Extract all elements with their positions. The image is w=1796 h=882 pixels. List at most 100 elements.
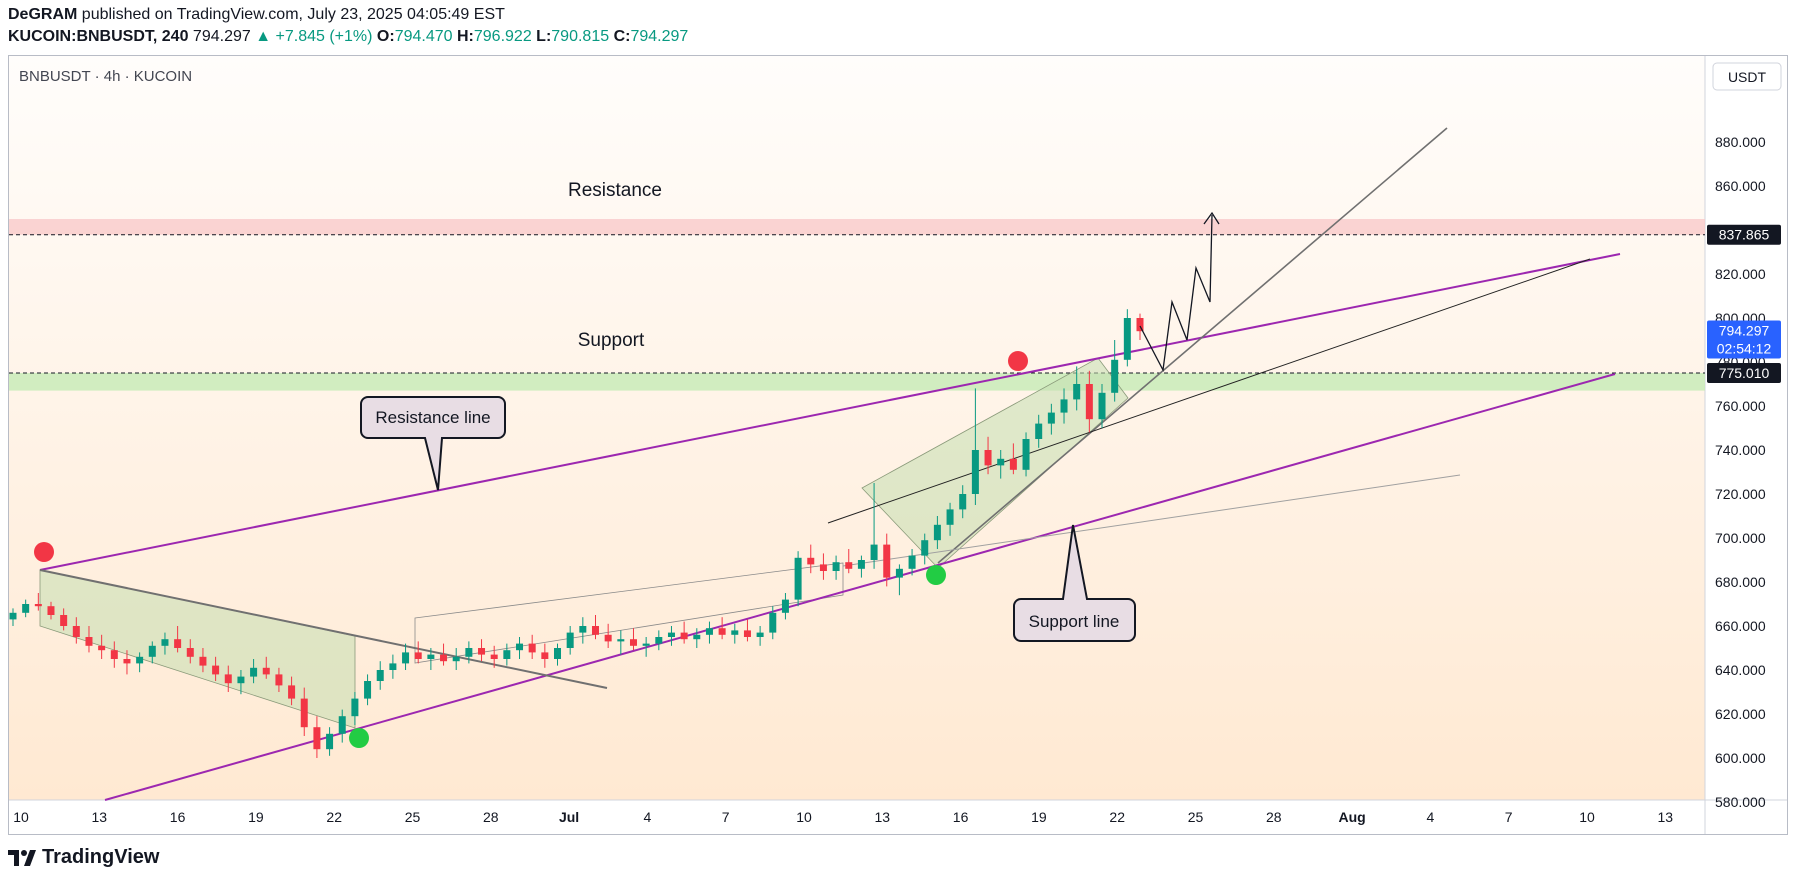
candle xyxy=(629,628,637,651)
candle-body xyxy=(351,698,359,717)
candle-body xyxy=(629,639,637,646)
candle-body xyxy=(781,599,789,613)
candle-body xyxy=(959,494,967,510)
time-tick: 28 xyxy=(1266,809,1282,825)
candle-body xyxy=(174,639,182,648)
time-tick: 13 xyxy=(92,809,108,825)
candle-body xyxy=(262,667,270,675)
candle-body xyxy=(895,568,903,578)
time-tick: 4 xyxy=(644,809,652,825)
candle xyxy=(743,619,751,642)
candle-body xyxy=(275,674,283,686)
candle-body xyxy=(364,681,372,699)
candle xyxy=(857,555,865,578)
candle xyxy=(326,727,334,756)
candle-body xyxy=(680,632,688,640)
candle-body xyxy=(1060,399,1068,413)
price-tick: 760.000 xyxy=(1715,398,1766,414)
support-line-label: Support line xyxy=(1029,612,1120,631)
candle-body xyxy=(34,604,42,607)
candle-body xyxy=(376,670,384,681)
time-tick: 25 xyxy=(1188,809,1204,825)
candle-countdown: 02:54:12 xyxy=(1717,341,1772,357)
candle xyxy=(718,617,726,640)
candle-body xyxy=(212,665,220,675)
candle-body xyxy=(1035,423,1043,439)
candle-body xyxy=(655,637,663,644)
last-price: 794.297 xyxy=(192,28,251,45)
time-tick: 16 xyxy=(953,809,969,825)
candle-body xyxy=(566,632,574,648)
time-tick: 13 xyxy=(875,809,891,825)
candle xyxy=(389,654,397,679)
candle-body xyxy=(794,557,802,600)
time-tick: 25 xyxy=(405,809,421,825)
candle-body xyxy=(300,698,308,728)
candle xyxy=(769,606,777,640)
candle-body xyxy=(604,634,612,642)
candle-body xyxy=(921,540,929,556)
candle-body xyxy=(1111,359,1119,393)
price-tick: 600.000 xyxy=(1715,750,1766,766)
time-tick: 10 xyxy=(1579,809,1595,825)
candle xyxy=(642,637,650,657)
candle xyxy=(174,626,182,653)
candle xyxy=(997,450,1005,479)
candle-body xyxy=(427,654,435,659)
candle-body xyxy=(1123,318,1131,360)
candle xyxy=(9,608,17,626)
candle xyxy=(186,639,194,664)
candle-body xyxy=(186,648,194,657)
candle xyxy=(414,641,422,664)
candle xyxy=(946,502,954,536)
candle-body xyxy=(946,509,954,525)
candle-body xyxy=(224,674,232,684)
candle xyxy=(1111,340,1119,402)
candle xyxy=(313,716,321,758)
candle-body xyxy=(288,685,296,699)
candle-body xyxy=(731,630,739,635)
candle-body xyxy=(743,630,751,637)
candle-body xyxy=(832,562,840,571)
level-price-value: 775.010 xyxy=(1719,365,1770,381)
candle xyxy=(148,641,156,664)
candle xyxy=(832,555,840,580)
candle-body xyxy=(870,544,878,560)
candle xyxy=(1123,309,1131,367)
currency-button[interactable] xyxy=(1712,62,1782,91)
candle xyxy=(110,641,118,668)
candle-body xyxy=(98,645,106,651)
candle xyxy=(275,667,283,692)
candle xyxy=(959,485,967,519)
pivot-high-marker xyxy=(1008,351,1028,371)
candle-body xyxy=(148,645,156,657)
candle-body xyxy=(1009,458,1017,470)
candle xyxy=(756,626,764,646)
price-tick: 580.000 xyxy=(1715,794,1766,810)
candle xyxy=(807,544,815,574)
candle xyxy=(604,623,612,648)
candle xyxy=(921,533,929,565)
time-tick: 22 xyxy=(1109,809,1125,825)
candle xyxy=(237,670,245,695)
resistance-zone xyxy=(9,219,1705,235)
candle xyxy=(22,599,30,618)
high-label: H: xyxy=(456,28,474,45)
candle-body xyxy=(756,632,764,637)
candle xyxy=(1073,366,1081,411)
candle xyxy=(984,436,992,475)
candle xyxy=(591,615,599,640)
candle xyxy=(731,623,739,644)
time-tick: 7 xyxy=(1505,809,1513,825)
candle-body xyxy=(1098,392,1106,420)
candle xyxy=(705,621,713,644)
currency-label: USDT xyxy=(1728,69,1767,85)
candle-body xyxy=(452,656,460,662)
pivot-high-marker xyxy=(34,542,54,562)
price-tick: 640.000 xyxy=(1715,662,1766,678)
candle-body xyxy=(971,450,979,494)
candle xyxy=(845,549,853,574)
time-tick: Aug xyxy=(1338,809,1365,825)
candle-body xyxy=(72,626,80,637)
